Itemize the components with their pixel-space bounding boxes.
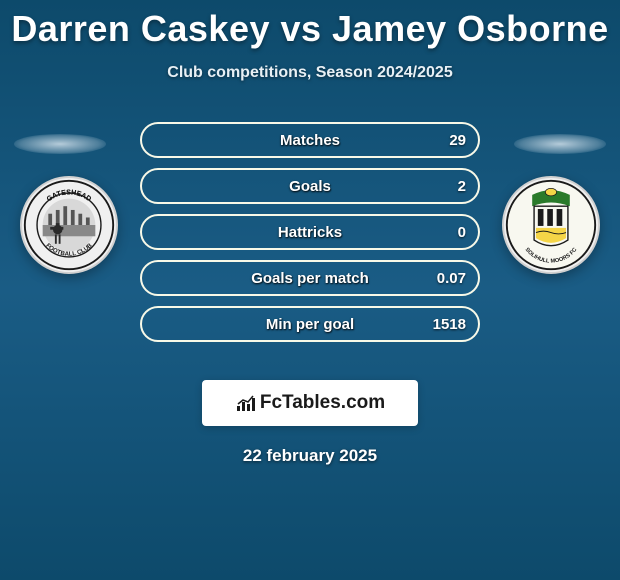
stat-label: Min per goal xyxy=(266,316,354,333)
badge-shadow-right xyxy=(514,134,606,154)
club-badge-left: GATESHEAD GATESHEAD FOOTBALL CLUB xyxy=(20,176,118,274)
chart-icon xyxy=(235,394,257,412)
subtitle: Club competitions, Season 2024/2025 xyxy=(0,64,620,82)
stat-row: Matches 29 xyxy=(140,122,480,158)
comparison-content: GATESHEAD GATESHEAD FOOTBALL CLUB xyxy=(0,122,620,362)
stat-value-right: 0 xyxy=(458,224,466,241)
page-title: Darren Caskey vs Jamey Osborne xyxy=(0,0,620,50)
fctables-logo: FcTables.com xyxy=(202,380,418,426)
stat-row: Goals 2 xyxy=(140,168,480,204)
stat-value-right: 0.07 xyxy=(437,270,466,287)
solihull-badge-icon: SOLIHULL MOORS FC xyxy=(502,176,600,274)
badge-shadow-left xyxy=(14,134,106,154)
stat-value-right: 1518 xyxy=(433,316,466,333)
stats-container: Matches 29 Goals 2 Hattricks 0 Goals per match… xyxy=(140,122,480,342)
stat-row: Goals per match 0.07 xyxy=(140,260,480,296)
club-badge-right: SOLIHULL MOORS FC xyxy=(502,176,600,274)
stat-value-right: 2 xyxy=(458,178,466,195)
stat-label: Goals per match xyxy=(251,270,369,287)
stat-row: Hattricks 0 xyxy=(140,214,480,250)
fctables-logo-text: FcTables.com xyxy=(235,392,385,414)
gateshead-badge-icon: GATESHEAD GATESHEAD FOOTBALL CLUB xyxy=(20,176,118,274)
stat-row: Min per goal 1518 xyxy=(140,306,480,342)
stat-label: Matches xyxy=(280,132,340,149)
stat-label: Hattricks xyxy=(278,224,342,241)
logo-label: FcTables.com xyxy=(260,392,385,414)
stat-label: Goals xyxy=(289,178,331,195)
stat-value-right: 29 xyxy=(449,132,466,149)
date-label: 22 february 2025 xyxy=(0,446,620,466)
